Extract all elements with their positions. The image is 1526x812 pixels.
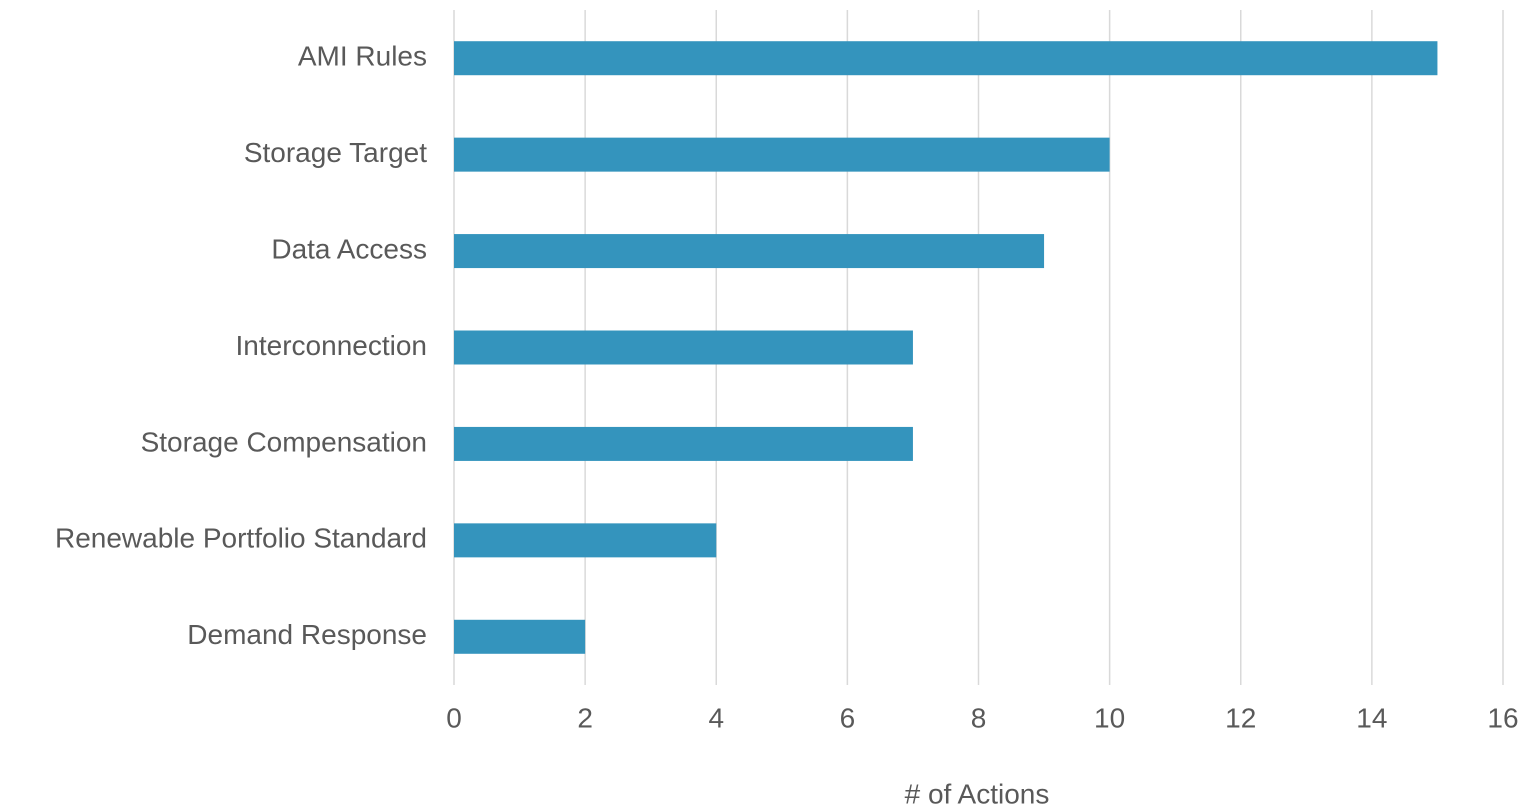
y-tick-label: Interconnection bbox=[236, 330, 427, 361]
x-tick-label: 6 bbox=[840, 702, 856, 733]
bar bbox=[454, 41, 1438, 76]
bar bbox=[454, 426, 913, 461]
x-tick-label: 4 bbox=[708, 702, 724, 733]
x-tick-label: 16 bbox=[1487, 702, 1518, 733]
x-tick-label: 14 bbox=[1356, 702, 1387, 733]
y-tick-label: Data Access bbox=[271, 233, 427, 264]
y-tick-label: Storage Target bbox=[244, 137, 427, 168]
x-tick-label: 10 bbox=[1094, 702, 1125, 733]
y-tick-label: Renewable Portfolio Standard bbox=[55, 523, 427, 554]
bar bbox=[454, 234, 1045, 269]
x-axis-label: # of Actions bbox=[905, 778, 1050, 809]
x-tick-label: 12 bbox=[1225, 702, 1256, 733]
x-tick-label: 2 bbox=[577, 702, 593, 733]
bar bbox=[454, 523, 717, 558]
y-tick-label: Demand Response bbox=[187, 619, 427, 650]
bar bbox=[454, 330, 913, 365]
bar bbox=[454, 619, 586, 654]
y-tick-label: AMI Rules bbox=[298, 41, 427, 72]
x-tick-label: 0 bbox=[446, 702, 462, 733]
x-tick-label: 8 bbox=[971, 702, 987, 733]
bar bbox=[454, 137, 1110, 172]
y-tick-label: Storage Compensation bbox=[141, 426, 427, 457]
